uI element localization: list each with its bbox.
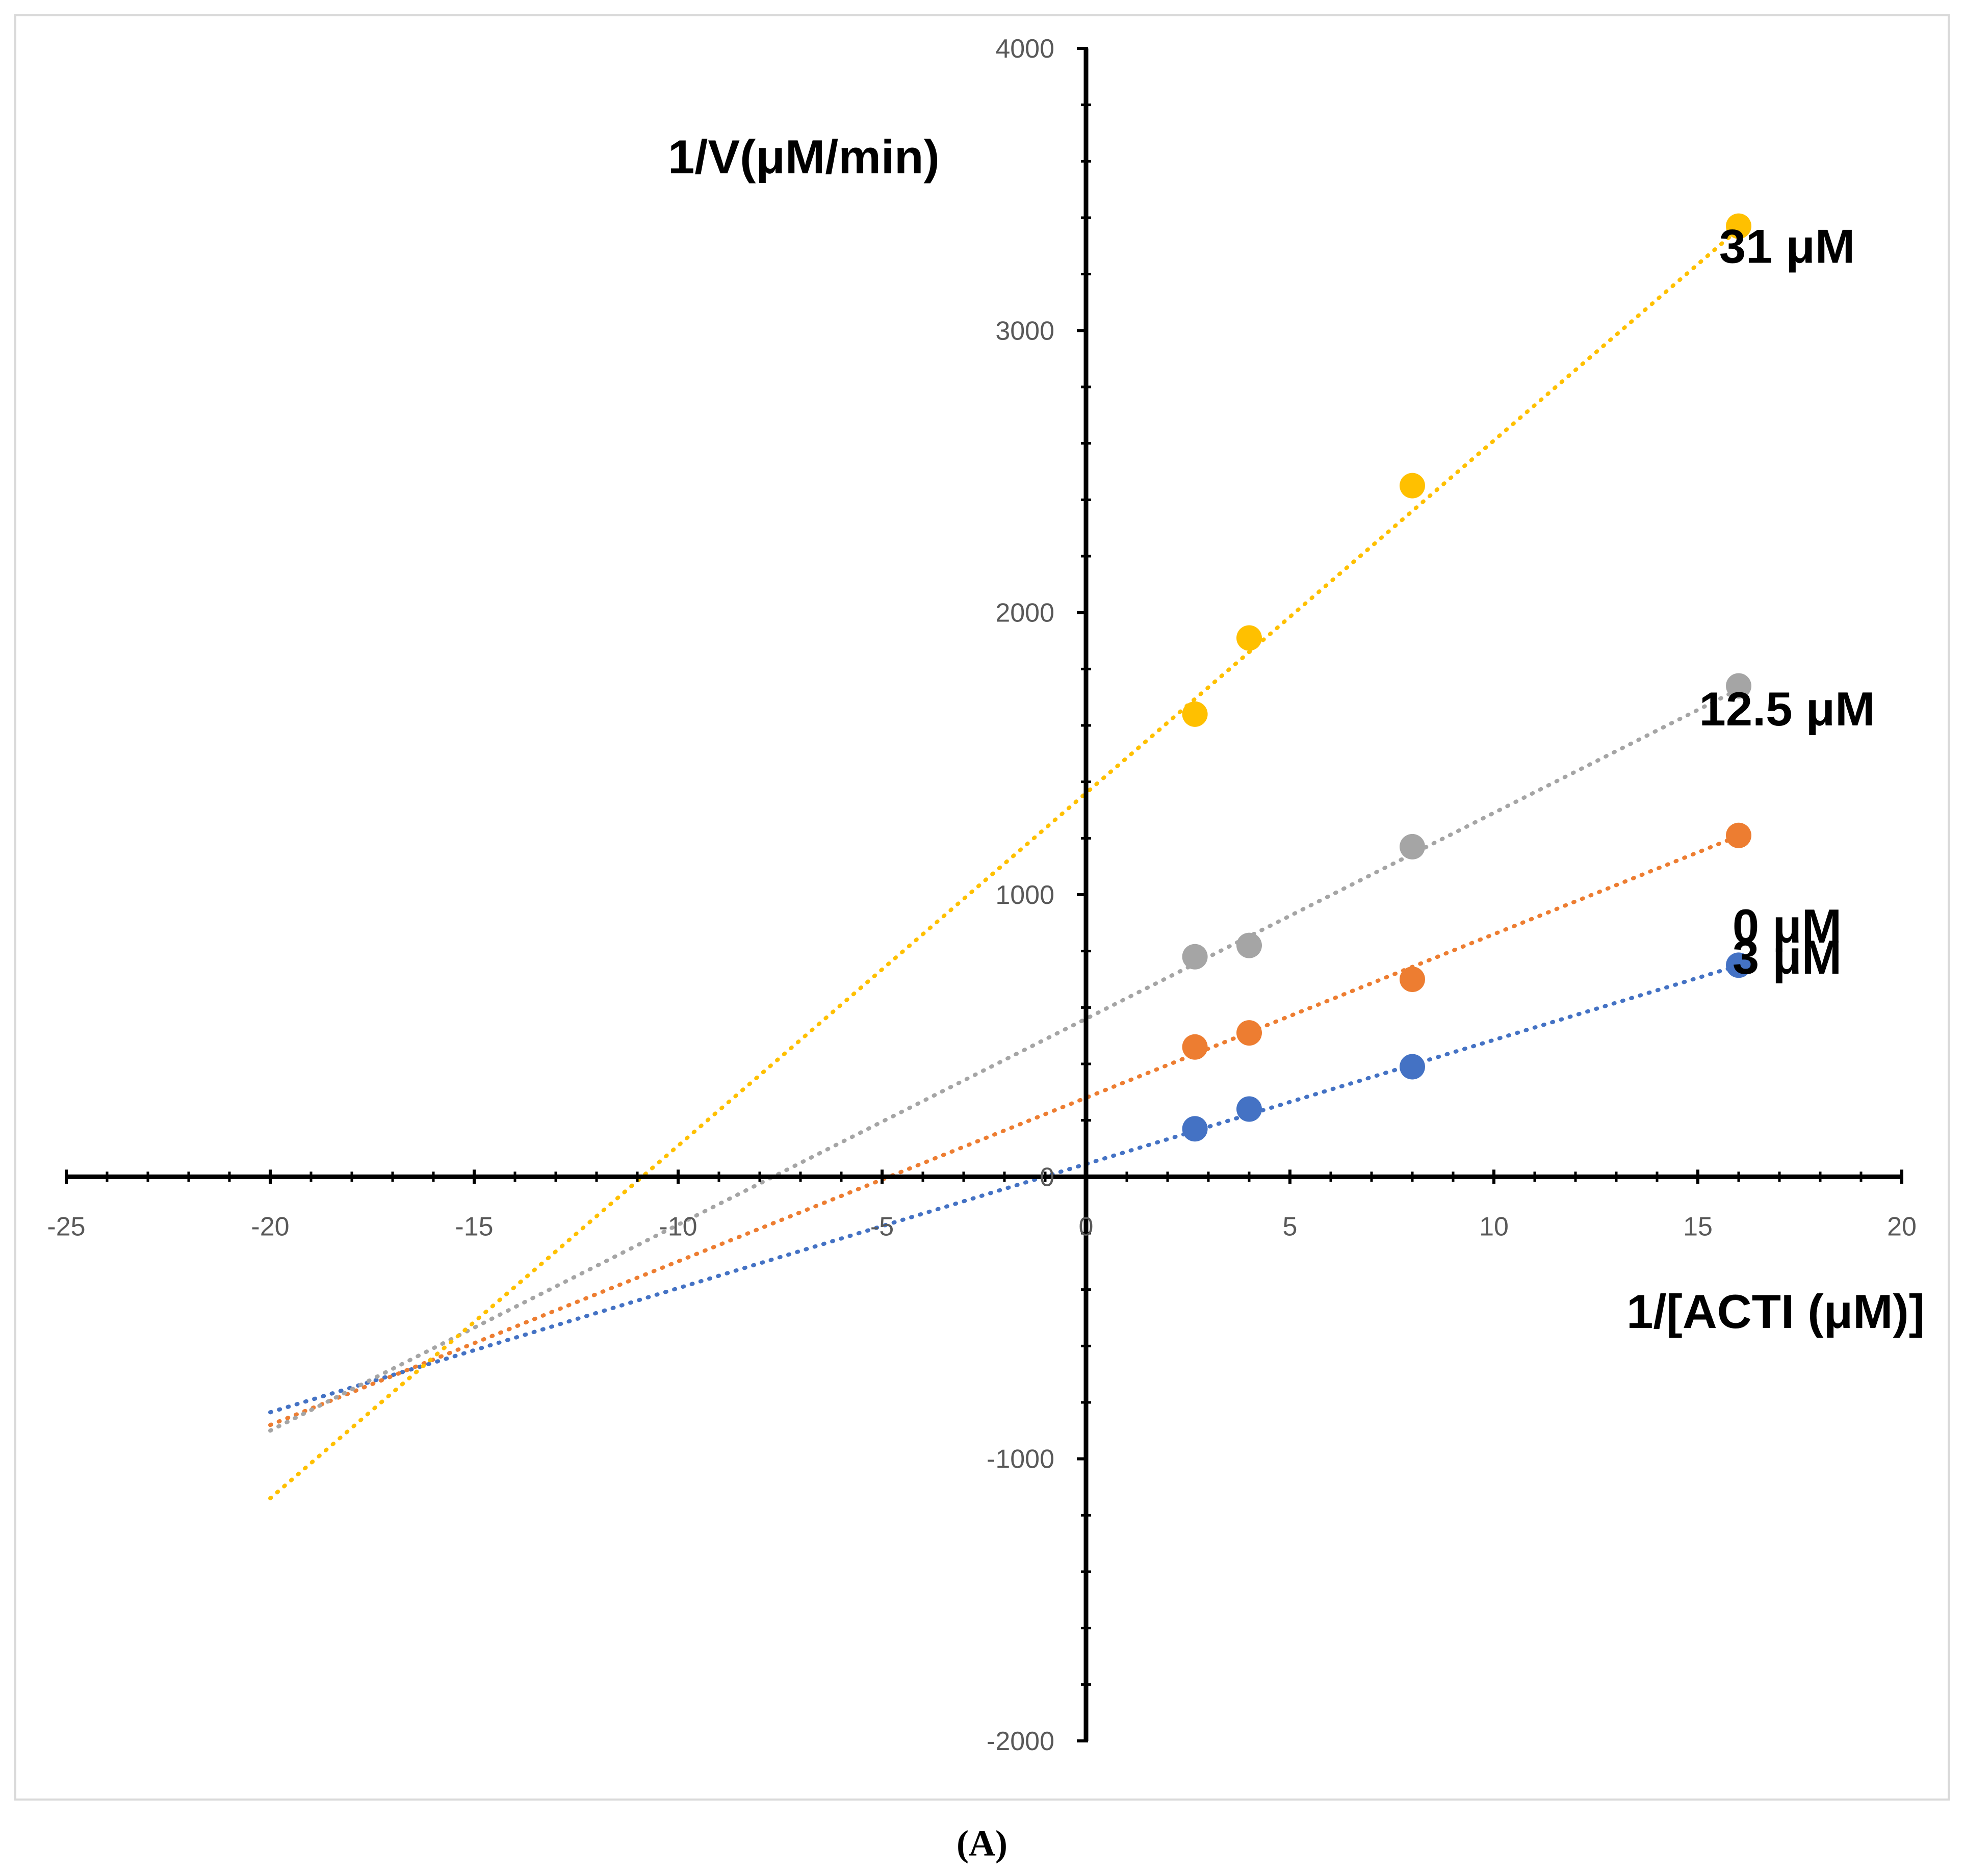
data-point-series-1	[1400, 967, 1425, 992]
plot-frame	[14, 14, 1950, 1801]
data-point-series-2	[1236, 932, 1262, 958]
data-point-series-1	[1236, 1020, 1262, 1046]
x-tick-label: -5	[870, 1212, 894, 1241]
data-point-series-0	[1726, 952, 1751, 978]
data-point-series-2	[1182, 944, 1208, 970]
trendlines	[268, 227, 1741, 1501]
tick-labels: -25 -20 -15 -10 -5 0 5 10 15 20 -2000 -1000 0 1000 200…	[47, 34, 1917, 1756]
data-point-series-3	[1400, 473, 1425, 499]
x-tick-label: 15	[1683, 1212, 1713, 1241]
figure-caption: (A)	[957, 1823, 1007, 1864]
trendline-series-3	[268, 227, 1741, 1501]
series-labels: 0 μM3 μM 12.5 μM 31 μM	[1699, 220, 1875, 984]
y-tick-label: 1000	[995, 880, 1054, 910]
x-tick-label: -15	[455, 1212, 493, 1241]
data-point-series-2	[1726, 673, 1751, 699]
x-tick-label: -25	[47, 1212, 85, 1241]
series-label-3: 31 μM	[1719, 220, 1855, 273]
x-tick-label: 5	[1283, 1212, 1298, 1241]
y-tick-label: -1000	[987, 1445, 1054, 1474]
y-tick-label: 3000	[995, 316, 1054, 346]
x-tick-label: -20	[251, 1212, 289, 1241]
data-point-series-0	[1236, 1096, 1262, 1122]
data-point-series-0	[1182, 1116, 1208, 1142]
y-axis-title: 1/V(μM/min)	[668, 130, 940, 184]
trendline-series-0	[268, 963, 1741, 1415]
series-label-0: 0 μM	[1733, 899, 1842, 953]
trendline-series-1	[268, 833, 1741, 1427]
data-point-series-3	[1182, 701, 1208, 727]
y-tick-label: 4000	[995, 34, 1054, 64]
y-tick-label: -2000	[987, 1727, 1054, 1756]
series-label-1: 3 μM	[1733, 930, 1842, 984]
x-tick-label: 20	[1887, 1212, 1917, 1241]
data-point-series-3	[1236, 625, 1262, 651]
data-point-series-0	[1400, 1054, 1425, 1080]
x-tick-label: 0	[1079, 1212, 1094, 1241]
data-point-series-3	[1726, 213, 1751, 239]
tick-marks	[65, 47, 1903, 1742]
series-label-2: 12.5 μM	[1699, 682, 1875, 736]
y-tick-label: 0	[1040, 1162, 1054, 1192]
trendline-series-2	[268, 687, 1741, 1433]
data-point-series-2	[1400, 833, 1425, 859]
x-tick-label: -10	[659, 1212, 697, 1241]
axes	[66, 48, 1902, 1741]
data-point-series-1	[1726, 822, 1751, 848]
y-tick-label: 2000	[995, 598, 1054, 628]
x-tick-label: 10	[1479, 1212, 1509, 1241]
x-axis-title: 1/[ACTI (μM)]	[1626, 1285, 1925, 1338]
data-point-series-1	[1182, 1034, 1208, 1060]
data-points	[1182, 213, 1751, 1142]
